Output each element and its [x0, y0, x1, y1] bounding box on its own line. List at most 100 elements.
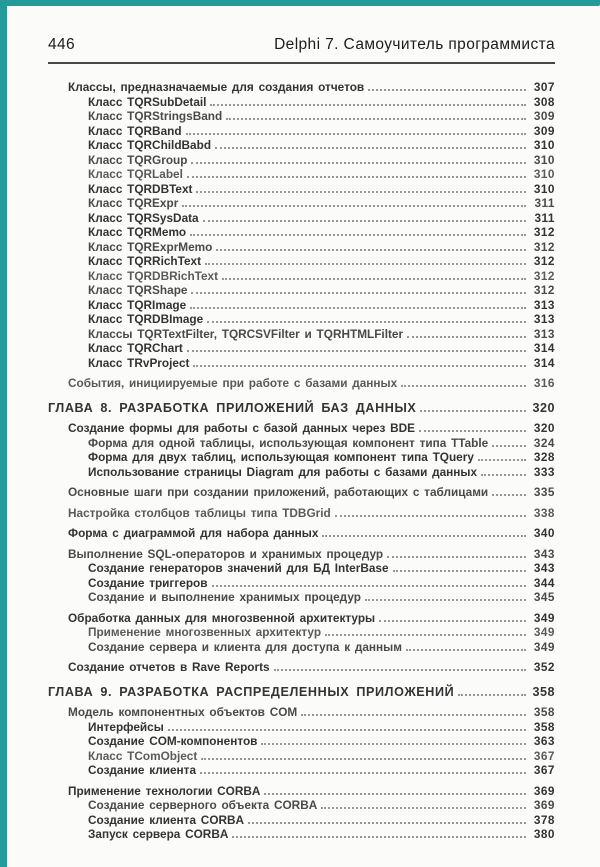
dotted-leader: [405, 648, 526, 651]
dotted-leader: [420, 409, 526, 412]
toc-entry-page: 308: [533, 94, 555, 109]
toc-entry-page: 378: [533, 812, 555, 827]
toc-entry: Класс TQRDBRichText 312: [48, 269, 555, 284]
toc-entry: Класс TQRStringsBand 309: [48, 109, 555, 124]
toc-entry-title: Форма с диаграммой для набора данных: [68, 526, 319, 540]
toc-entry-title: Использование страницы Diagram для работ…: [88, 464, 478, 479]
toc-entry: Создание клиента CORBA 378: [48, 812, 555, 828]
toc-entry-page: 309: [533, 123, 555, 138]
toc-entry-page: 314: [533, 341, 555, 355]
toc-entry-page: 367: [533, 748, 555, 763]
toc-entry-page: 307: [533, 80, 555, 94]
page-number: 446: [48, 36, 76, 53]
toc-entry: Классы, предназначаемые для создания отч…: [48, 80, 555, 95]
toc-entry-page: 312: [533, 225, 555, 239]
dotted-leader: [200, 772, 526, 774]
toc-entry-title: Классы TQRTextFilter, TQRCSVFilter и TQR…: [88, 326, 404, 341]
dotted-leader: [492, 444, 526, 447]
toc-entry: Класс TQRDBImage 313: [48, 312, 555, 327]
toc-entry-page: 363: [533, 734, 555, 748]
toc-entry-title: Класс TQRExpr: [88, 196, 179, 210]
toc-entry: Класс TQRShape 312: [48, 283, 555, 298]
dotted-leader: [322, 535, 526, 537]
toc-entry: Создание отчетов в Rave Reports 352: [48, 660, 555, 675]
toc-entry-page: 343: [533, 546, 555, 561]
dotted-leader: [202, 219, 526, 222]
toc-entry-title: Создание генераторов значений для БД Int…: [88, 561, 389, 575]
toc-entry-page: 369: [533, 798, 555, 812]
dotted-leader: [407, 335, 526, 338]
toc-entry-page: 313: [533, 312, 555, 326]
toc-entry-page: 343: [533, 561, 555, 575]
toc-entry: Создание клиента 367: [48, 763, 555, 778]
toc-entry: Класс TComObject 367: [48, 748, 555, 764]
toc-entry: Класс TQRExpr 311: [48, 196, 555, 211]
dotted-leader: [481, 473, 526, 476]
toc-entry: Модель компонентных объектов COM 358: [48, 705, 555, 720]
dotted-leader: [325, 634, 526, 636]
toc-entry-page: 320: [532, 400, 555, 415]
toc-entry: Класс TRvProject 314: [48, 356, 555, 371]
toc-entry-title: Создание и выполнение хранимых процедур: [88, 590, 361, 604]
toc-entry-page: 335: [533, 485, 555, 499]
dotted-leader: [211, 584, 526, 587]
toc-entry-title: Класс TQRExprMemo: [88, 239, 213, 254]
toc-entry-page: 352: [533, 660, 555, 674]
toc-entry-title: Применение технологии CORBA: [68, 783, 261, 798]
toc-entry-title: Класс TQRChart: [88, 341, 183, 355]
toc-entry-title: Класс TQRDBText: [88, 181, 193, 196]
toc-entry-title: Модель компонентных объектов COM: [68, 705, 298, 719]
toc-entry-title: Класс TQRShape: [88, 283, 188, 297]
toc-entry-title: Запуск сервера CORBA: [88, 827, 229, 841]
toc-entry-title: Форма для двух таблиц, использующая комп…: [88, 450, 474, 464]
toc-entry: Класс TQRSubDetail 308: [48, 94, 555, 110]
toc-entry-page: 358: [532, 684, 555, 699]
dotted-leader: [205, 263, 526, 265]
dotted-leader: [191, 161, 526, 164]
dotted-leader: [207, 321, 526, 323]
dotted-leader: [190, 306, 526, 309]
dotted-leader: [379, 619, 526, 622]
toc-entry: ГЛАВА 9. РАЗРАБОТКА РАСПРЕДЕЛЕННЫХ ПРИЛО…: [48, 684, 555, 700]
toc-entry: Классы TQRTextFilter, TQRCSVFilter и TQR…: [48, 326, 555, 342]
dotted-leader: [334, 514, 526, 517]
dotted-leader: [321, 807, 526, 809]
toc-entry-page: 316: [533, 376, 555, 390]
page-edge-left-accent: [0, 0, 7, 867]
toc-entry-title: Интерфейсы: [88, 719, 164, 734]
toc-entry: Класс TQRGroup 310: [48, 152, 555, 168]
dotted-leader: [248, 821, 526, 824]
toc-entry: Класс TQRDBText 310: [48, 181, 555, 197]
toc-entry-page: 310: [533, 152, 555, 167]
toc-entry-title: Создание сервера и клиента для доступа к…: [88, 639, 402, 654]
toc-entry-title: Класс TComObject: [88, 748, 198, 763]
toc-entry-page: 333: [533, 464, 555, 479]
toc-entry-title: Создание серверного объекта CORBA: [88, 798, 318, 812]
toc-entry-title: Класс TQRImage: [88, 297, 187, 312]
toc-entry: Применение технологии CORBA 369: [48, 783, 555, 799]
toc-entry-title: Класс TQRChildBabd: [88, 138, 212, 152]
dotted-leader: [419, 430, 526, 432]
toc-entry-title: Создание COM-компонентов: [88, 734, 258, 748]
toc-entry: Класс TQRSysData 311: [48, 210, 555, 226]
toc-entry: Класс TQRImage 313: [48, 297, 555, 313]
toc-entry-page: 380: [533, 827, 555, 841]
toc-entry-title: Создание формы для работы с базой данных…: [68, 421, 416, 435]
toc-entry: Настройка столбцов таблицы типа TDBGrid …: [48, 505, 555, 521]
toc-entry-title: Класс TQRRichText: [88, 254, 201, 268]
dotted-leader: [273, 669, 526, 671]
toc-entry-title: Класс TQRSubDetail: [88, 94, 207, 109]
dotted-leader: [364, 599, 526, 601]
toc-entry: Класс TQRChart 314: [48, 341, 555, 356]
toc-entry-title: Настройка столбцов таблицы типа TDBGrid: [68, 505, 331, 520]
toc-entry-title: Выполнение SQL-операторов и хранимых про…: [68, 546, 384, 561]
toc-entry-page: 311: [534, 210, 555, 225]
toc-entry-page: 338: [533, 505, 555, 520]
toc-entry-title: Класс TQRBand: [88, 123, 182, 138]
toc-entry: Основные шаги при создании приложений, р…: [48, 485, 555, 500]
toc-entry-page: 311: [534, 196, 555, 210]
toc-entry-page: 313: [533, 326, 555, 341]
toc-entry-title: Класс TQRGroup: [88, 152, 188, 167]
dotted-leader: [190, 234, 526, 236]
toc-entry: Обработка данных для многозвенной архите…: [48, 611, 555, 626]
